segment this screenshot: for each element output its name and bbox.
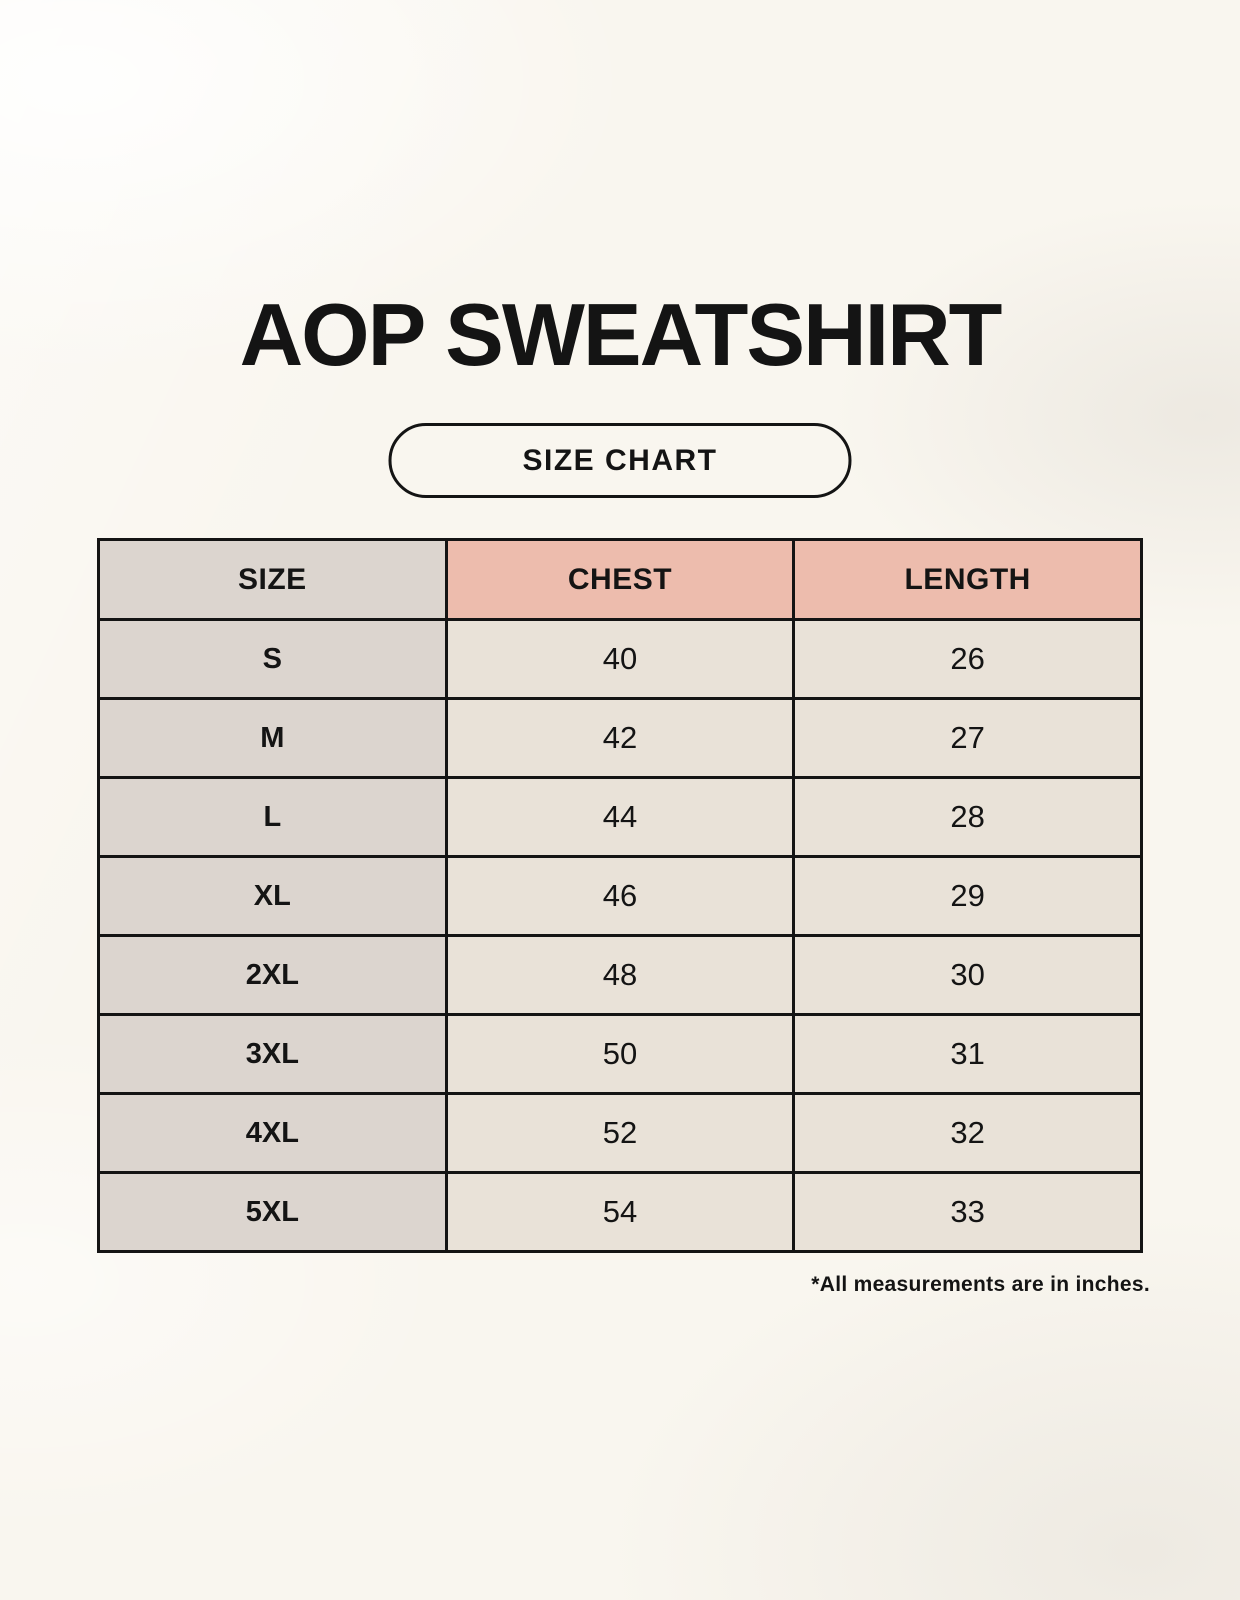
length-value: 33 <box>792 1171 1143 1253</box>
chest-value: 52 <box>444 1092 796 1174</box>
length-value: 32 <box>792 1092 1143 1174</box>
column-header-size: SIZE <box>97 538 448 621</box>
table-row: XL 46 29 <box>97 855 1143 937</box>
chest-value: 40 <box>444 618 796 700</box>
length-value: 28 <box>792 776 1143 858</box>
length-value: 30 <box>792 934 1143 1016</box>
size-label: M <box>97 697 448 779</box>
chest-value: 42 <box>444 697 796 779</box>
table-header-row: SIZE CHEST LENGTH <box>97 538 1143 621</box>
chest-value: 44 <box>444 776 796 858</box>
table-row: L 44 28 <box>97 776 1143 858</box>
table-row: 2XL 48 30 <box>97 934 1143 1016</box>
size-label: S <box>97 618 448 700</box>
size-chart-badge[interactable]: SIZE CHART <box>388 423 852 498</box>
measurement-note: *All measurements are in inches. <box>811 1273 1150 1296</box>
table-row: 4XL 52 32 <box>97 1092 1143 1174</box>
length-value: 29 <box>792 855 1143 937</box>
size-label: 5XL <box>97 1171 448 1253</box>
size-label: 4XL <box>97 1092 448 1174</box>
chest-value: 48 <box>444 934 796 1016</box>
column-header-chest: CHEST <box>444 538 796 621</box>
length-value: 26 <box>792 618 1143 700</box>
chest-value: 46 <box>444 855 796 937</box>
page-title: AOP SWEATSHIRT <box>239 285 1003 384</box>
size-chart-badge-label: SIZE CHART <box>522 443 718 477</box>
table-row: 5XL 54 33 <box>97 1171 1143 1253</box>
chest-value: 50 <box>444 1013 796 1095</box>
table-row: 3XL 50 31 <box>97 1013 1143 1095</box>
length-value: 27 <box>792 697 1143 779</box>
size-label: 3XL <box>97 1013 448 1095</box>
size-label: 2XL <box>97 934 448 1016</box>
size-label: XL <box>97 855 448 937</box>
column-header-length: LENGTH <box>792 538 1143 621</box>
chest-value: 54 <box>444 1171 796 1253</box>
size-table: SIZE CHEST LENGTH S 40 26 M 42 27 L 44 2… <box>97 538 1143 1253</box>
table-row: S 40 26 <box>97 618 1143 700</box>
table-row: M 42 27 <box>97 697 1143 779</box>
size-label: L <box>97 776 448 858</box>
length-value: 31 <box>792 1013 1143 1095</box>
